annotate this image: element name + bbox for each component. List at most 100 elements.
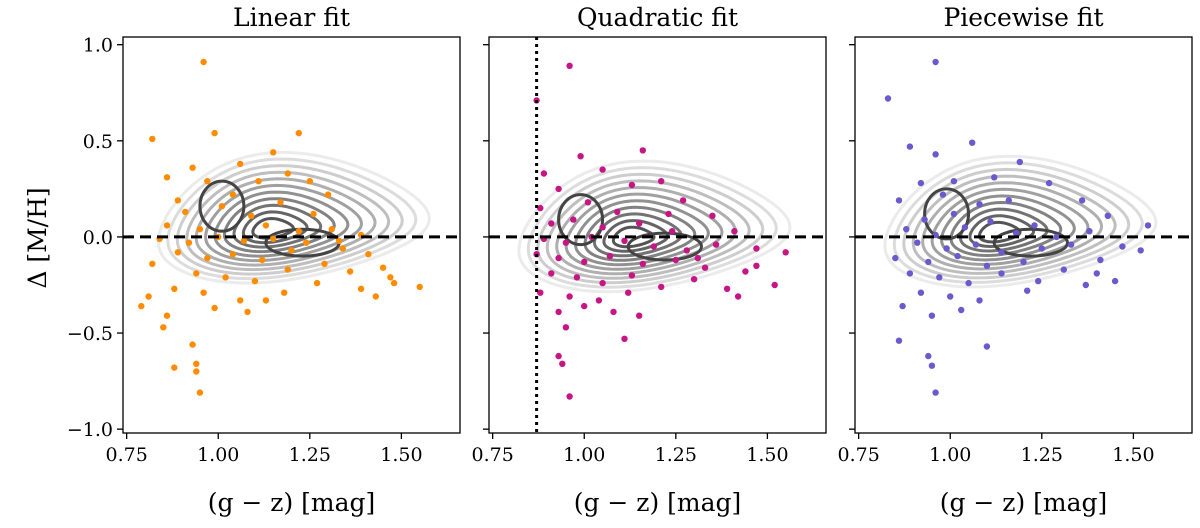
- data-point: [145, 293, 152, 300]
- data-point: [771, 281, 778, 289]
- data-point: [189, 164, 196, 171]
- data-point: [753, 245, 760, 252]
- data-point: [595, 297, 603, 304]
- data-point: [200, 289, 207, 296]
- y-tick-label: 0.0: [83, 227, 113, 249]
- data-point: [573, 274, 581, 281]
- data-point: [628, 181, 636, 189]
- data-point: [925, 352, 932, 360]
- data-point: [581, 258, 588, 266]
- data-point: [262, 297, 270, 304]
- data-point: [174, 197, 182, 204]
- density-contour-peak: [198, 179, 246, 233]
- data-point: [193, 368, 200, 375]
- data-point: [639, 147, 646, 154]
- data-point: [1038, 245, 1046, 252]
- y-axis-label: Δ [M/H]: [23, 187, 52, 288]
- data-point: [240, 237, 248, 244]
- data-point: [672, 256, 679, 264]
- y-tick-label: 1.0: [83, 35, 113, 57]
- data-point: [303, 239, 310, 246]
- data-point: [566, 62, 573, 69]
- x-tick-label: 0.75: [838, 444, 880, 466]
- data-point: [562, 324, 570, 331]
- data-point: [742, 268, 749, 275]
- data-point: [211, 129, 218, 137]
- data-point: [581, 302, 588, 310]
- data-point: [229, 251, 237, 258]
- y-tick-label: −1.0: [67, 419, 113, 441]
- data-point: [174, 249, 182, 256]
- data-point: [932, 151, 939, 158]
- data-point: [237, 297, 244, 304]
- data-point: [200, 58, 207, 66]
- data-point: [983, 262, 991, 269]
- data-point: [281, 289, 288, 296]
- x-tick-label: 1.25: [1021, 444, 1063, 466]
- axes-frame: [854, 36, 1193, 434]
- data-point: [599, 224, 606, 231]
- data-point: [895, 197, 903, 204]
- data-point: [925, 258, 932, 266]
- data-point: [921, 216, 928, 223]
- data-point: [1104, 212, 1112, 219]
- data-point: [189, 341, 196, 348]
- density-contour: [902, 167, 1131, 280]
- x-tick-label: 1.50: [746, 444, 788, 466]
- data-point: [914, 239, 921, 246]
- data-point: [387, 274, 394, 281]
- data-point: [991, 174, 998, 181]
- x-tick-label: 1.50: [380, 444, 422, 466]
- data-point: [917, 179, 925, 187]
- data-point: [694, 254, 701, 262]
- data-point: [950, 178, 958, 185]
- data-point: [251, 277, 259, 285]
- density-contour-peak: [923, 187, 971, 241]
- data-point: [1097, 256, 1104, 264]
- data-point: [540, 170, 548, 177]
- data-point: [976, 201, 983, 208]
- data-point: [160, 324, 167, 331]
- data-point: [1035, 277, 1042, 285]
- data-point: [709, 212, 716, 219]
- x-tick-label: 1.50: [1112, 444, 1154, 466]
- data-point: [1045, 179, 1053, 187]
- data-point: [939, 191, 947, 198]
- density-contour: [526, 166, 778, 289]
- data-point: [599, 166, 606, 173]
- data-point: [969, 139, 976, 146]
- data-point: [288, 247, 295, 254]
- density-contour-peak: [992, 227, 1069, 258]
- data-point: [936, 274, 943, 281]
- data-point: [537, 204, 544, 212]
- data-point: [690, 276, 698, 283]
- data-point: [895, 337, 903, 344]
- data-point: [566, 393, 573, 400]
- density-contour: [883, 154, 1158, 289]
- data-point: [998, 249, 1005, 256]
- data-point: [628, 272, 636, 279]
- x-tick-label: 0.75: [106, 444, 148, 466]
- data-point: [1031, 222, 1038, 229]
- data-point: [621, 335, 628, 342]
- density-contour: [204, 183, 364, 263]
- density-contour: [921, 181, 1104, 271]
- data-point: [138, 302, 145, 310]
- data-point: [1119, 243, 1126, 250]
- data-point: [899, 302, 906, 310]
- data-point: [555, 254, 562, 262]
- y-tick-label: 0.5: [83, 131, 113, 153]
- data-point: [723, 285, 731, 292]
- data-point: [577, 153, 584, 160]
- data-point: [196, 389, 204, 396]
- y-tick-label: −0.5: [67, 323, 113, 345]
- data-point: [1137, 247, 1144, 254]
- data-point: [606, 252, 614, 260]
- data-point: [310, 210, 317, 218]
- panel-linear-fit: 0.75 1.00 1.25 1.50 −1.0 −0.5 0.0 0.5 1.0 Linear …: [67, 3, 461, 517]
- data-point: [365, 251, 372, 258]
- density-contour: [592, 212, 683, 258]
- data-point: [950, 210, 958, 218]
- data-point: [372, 293, 379, 300]
- data-point: [237, 160, 244, 168]
